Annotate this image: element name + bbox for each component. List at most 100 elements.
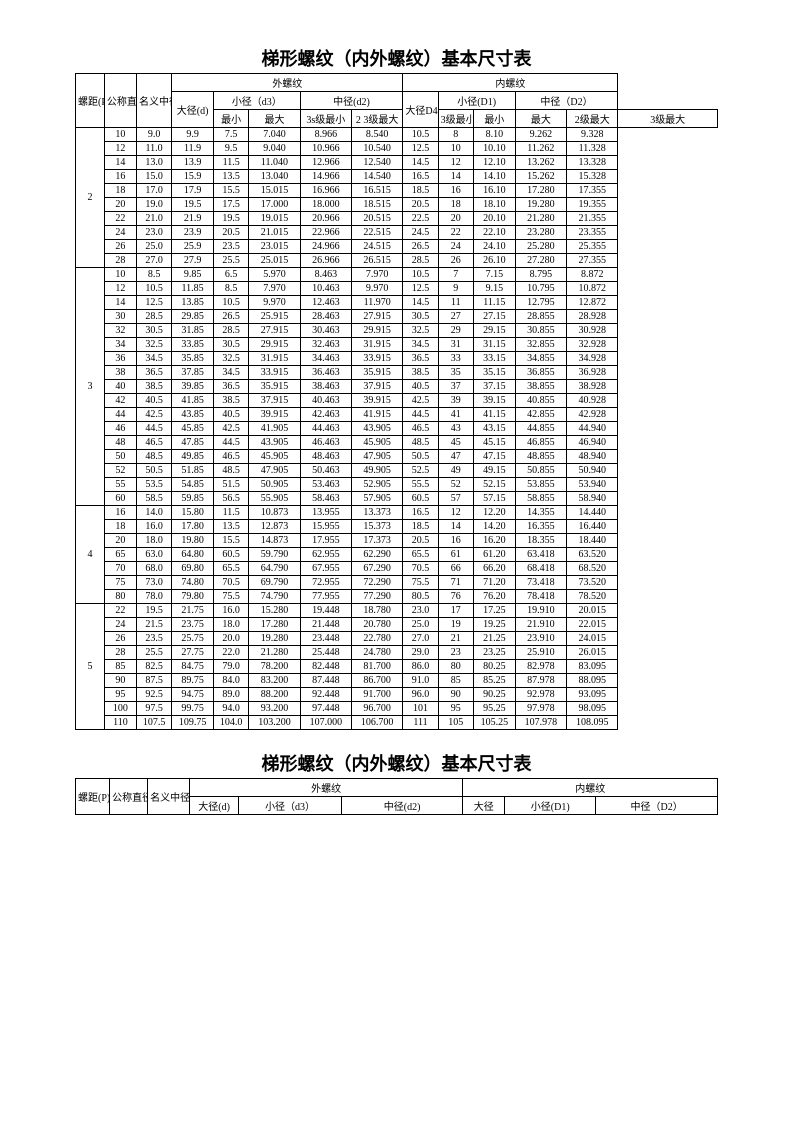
data-cell: 23.5: [136, 632, 171, 646]
data-cell: 28.463: [300, 310, 351, 324]
data-cell: 17.280: [249, 618, 300, 632]
data-cell: 30.463: [300, 324, 351, 338]
data-cell: 57.15: [473, 492, 515, 506]
data-cell: 40.928: [567, 394, 618, 408]
data-cell: 15.9: [172, 170, 214, 184]
data-cell: 111: [403, 716, 438, 730]
hdr-D1-max: 最大: [515, 110, 566, 128]
data-cell: 17.0: [136, 184, 171, 198]
table-row: 1211.011.99.59.04010.96610.54012.51010.1…: [76, 142, 718, 156]
data-cell: 12.10: [473, 156, 515, 170]
data-cell: 37.915: [249, 394, 300, 408]
data-cell: 23.448: [300, 632, 351, 646]
table-header-1: 螺距(P) 公称直径(d) 名义中径（d2） 外螺纹 内螺纹 大径(d) 小径（…: [76, 74, 718, 128]
data-cell: 38.928: [567, 380, 618, 394]
data-cell: 52.15: [473, 478, 515, 492]
pitch-cell: 4: [76, 506, 105, 604]
data-cell: 78.418: [515, 590, 566, 604]
data-cell: 27.15: [473, 310, 515, 324]
data-cell: 45: [438, 436, 473, 450]
data-cell: 51.85: [172, 464, 214, 478]
data-cell: 13.85: [172, 296, 214, 310]
data-cell: 16: [104, 170, 136, 184]
table-row: 2625.025.923.523.01524.96624.51526.52424…: [76, 240, 718, 254]
data-cell: 39.15: [473, 394, 515, 408]
data-cell: 14.0: [136, 506, 171, 520]
data-cell: 29.0: [403, 646, 438, 660]
data-cell: 33.85: [172, 338, 214, 352]
data-cell: 20.780: [352, 618, 403, 632]
data-cell: 10.966: [300, 142, 351, 156]
data-cell: 90: [104, 674, 136, 688]
data-cell: 24.10: [473, 240, 515, 254]
data-cell: 46: [104, 422, 136, 436]
table-row: 8078.079.8075.574.79077.95577.29080.5767…: [76, 590, 718, 604]
data-cell: 82.978: [515, 660, 566, 674]
data-cell: 20.10: [473, 212, 515, 226]
data-cell: 27.915: [249, 324, 300, 338]
data-cell: 92.978: [515, 688, 566, 702]
data-cell: 19.355: [567, 198, 618, 212]
data-cell: 10.540: [352, 142, 403, 156]
data-cell: 41.15: [473, 408, 515, 422]
data-cell: 30.5: [403, 310, 438, 324]
data-cell: 19.25: [473, 618, 515, 632]
data-cell: 67.290: [352, 562, 403, 576]
data-cell: 9.0: [136, 128, 171, 142]
data-cell: 61.20: [473, 548, 515, 562]
data-cell: 44.463: [300, 422, 351, 436]
data-cell: 46.855: [515, 436, 566, 450]
data-cell: 21: [438, 632, 473, 646]
data-cell: 15.5: [213, 184, 248, 198]
data-cell: 18.0: [213, 618, 248, 632]
data-cell: 51.5: [213, 478, 248, 492]
data-cell: 7.970: [352, 268, 403, 282]
table-row: 10097.599.7594.093.20097.44896.700101959…: [76, 702, 718, 716]
data-cell: 42.5: [136, 408, 171, 422]
data-cell: 32.928: [567, 338, 618, 352]
data-cell: 26.515: [352, 254, 403, 268]
data-cell: 98.095: [567, 702, 618, 716]
data-cell: 61: [438, 548, 473, 562]
data-cell: 45.905: [352, 436, 403, 450]
data-cell: 60.5: [403, 492, 438, 506]
data-cell: 109.75: [172, 716, 214, 730]
data-cell: 42.5: [213, 422, 248, 436]
data-cell: 73.520: [567, 576, 618, 590]
data-cell: 26.015: [567, 646, 618, 660]
data-cell: 43.905: [352, 422, 403, 436]
hdr-D2-2max: 2级最大: [567, 110, 618, 128]
data-cell: 28: [104, 646, 136, 660]
data-cell: 43.15: [473, 422, 515, 436]
table-row: 8582.584.7579.078.20082.44881.70086.0808…: [76, 660, 718, 674]
data-cell: 59.85: [172, 492, 214, 506]
data-cell: 25.280: [515, 240, 566, 254]
data-cell: 8.10: [473, 128, 515, 142]
data-cell: 89.0: [213, 688, 248, 702]
data-cell: 106.700: [352, 716, 403, 730]
data-cell: 28.5: [213, 324, 248, 338]
data-cell: 28: [104, 254, 136, 268]
hdr-D4: 大径D4: [403, 92, 438, 128]
data-cell: 21.448: [300, 618, 351, 632]
data-cell: 36.5: [403, 352, 438, 366]
hdr-d2: 中径(d2): [300, 92, 403, 110]
data-cell: 38.463: [300, 380, 351, 394]
data-cell: 48.463: [300, 450, 351, 464]
data-cell: 11.5: [213, 156, 248, 170]
data-cell: 14.10: [473, 170, 515, 184]
data-cell: 80: [104, 590, 136, 604]
data-cell: 8.540: [352, 128, 403, 142]
data-cell: 72.290: [352, 576, 403, 590]
data-cell: 26.966: [300, 254, 351, 268]
data-cell: 20.5: [403, 198, 438, 212]
data-cell: 33.915: [352, 352, 403, 366]
data-cell: 42: [104, 394, 136, 408]
data-cell: 7.040: [249, 128, 300, 142]
data-cell: 21.280: [515, 212, 566, 226]
data-cell: 13.5: [213, 170, 248, 184]
data-cell: 8.463: [300, 268, 351, 282]
data-cell: 97.5: [136, 702, 171, 716]
data-cell: 38.5: [403, 366, 438, 380]
table-row: 7573.074.8070.569.79072.95572.29075.5717…: [76, 576, 718, 590]
